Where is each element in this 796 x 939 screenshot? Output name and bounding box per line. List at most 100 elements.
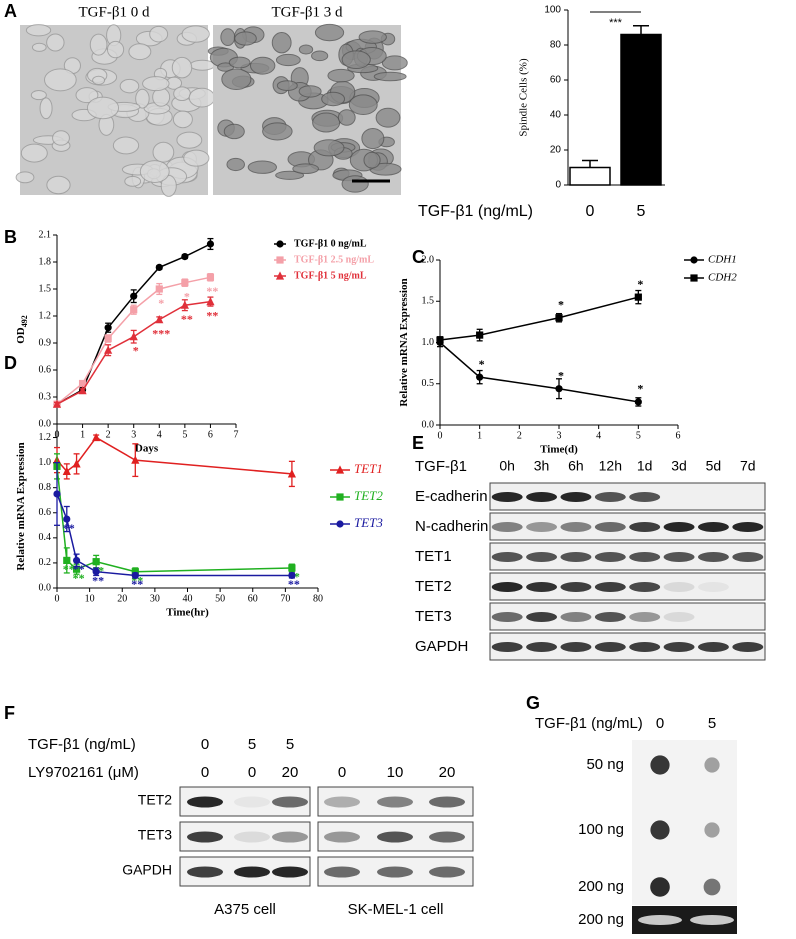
panel-label: D	[4, 353, 17, 373]
marker	[131, 568, 139, 576]
band	[491, 522, 523, 532]
cell-outline	[181, 25, 210, 43]
significance: **	[288, 577, 300, 591]
legend-label: TGF-β1 0 ng/mL	[294, 238, 367, 249]
significance: *	[184, 289, 190, 303]
row-label: TET2	[138, 792, 172, 808]
x-tick-label: 20	[117, 593, 127, 604]
legend-marker	[275, 271, 285, 280]
treatment-level: 0	[201, 764, 209, 781]
series-line	[439, 341, 639, 403]
row-label: TET3	[138, 827, 172, 843]
cell-outline	[39, 97, 53, 120]
band	[697, 522, 729, 532]
y-tick-label: 1.5	[422, 296, 435, 307]
treatment-label: TGF-β1 (ng/mL)	[28, 736, 136, 753]
marker	[181, 279, 189, 287]
cell-line-label: A375 cell	[214, 901, 276, 918]
marker	[131, 455, 140, 464]
band	[594, 522, 626, 532]
x-tick-label: 5	[636, 430, 641, 441]
band	[732, 522, 764, 532]
y-tick-label: 0.0	[39, 582, 52, 593]
cell-outline	[75, 87, 99, 104]
marker	[181, 253, 189, 261]
marker	[634, 293, 642, 301]
marker	[155, 315, 164, 324]
band	[491, 582, 523, 592]
cell-outline	[298, 85, 322, 98]
band	[594, 582, 626, 592]
y-tick-label: 0.5	[422, 378, 435, 389]
significance: *	[133, 343, 139, 357]
marker	[131, 571, 139, 580]
row-label: N-cadherin	[415, 518, 488, 535]
row-label: 100 ng	[578, 821, 624, 838]
legend-marker	[336, 520, 344, 528]
cell-outline	[44, 68, 77, 92]
x-tick-label: 6	[208, 429, 213, 440]
band	[663, 582, 695, 592]
marker	[52, 399, 62, 408]
marker	[129, 332, 138, 341]
row-label: GAPDH	[122, 862, 172, 878]
marker	[92, 558, 100, 566]
band	[491, 492, 523, 502]
band	[272, 796, 308, 808]
marker	[72, 459, 81, 468]
cell-outline	[119, 78, 140, 94]
cell-outline	[358, 30, 387, 44]
band	[732, 642, 764, 652]
cell-outline	[139, 160, 170, 183]
y-tick-label: 2.1	[39, 229, 52, 240]
legend-label: CDH2	[708, 272, 737, 284]
y-tick-label: 0.4	[39, 532, 52, 543]
x-tick-label: 4	[596, 430, 601, 441]
cell-outline	[275, 53, 301, 67]
band	[526, 642, 558, 652]
treatment-label: LY9702161 (μM)	[28, 764, 139, 781]
band	[377, 831, 413, 843]
cell-outline	[298, 44, 314, 55]
y-tick-label: 0.2	[39, 557, 52, 568]
cell-outline	[221, 68, 252, 91]
legend-marker	[690, 256, 698, 264]
legend-label: TGF-β1 5 ng/mL	[294, 270, 367, 281]
x-axis-label: Days	[135, 443, 159, 455]
legend-marker	[690, 274, 698, 282]
band	[429, 866, 465, 878]
treatment-level: 20	[282, 764, 299, 781]
marker	[476, 331, 484, 339]
series-line	[439, 296, 639, 341]
marker	[436, 336, 444, 344]
band	[698, 492, 729, 502]
x-tick-label: 2	[106, 429, 111, 440]
cell-outline	[341, 175, 369, 193]
cell-outline	[271, 31, 292, 54]
band	[491, 612, 523, 622]
band	[377, 866, 413, 878]
y-axis-label: Relative mRNA Expression	[398, 278, 410, 406]
band	[732, 612, 763, 622]
x-tick-label: 30	[150, 593, 160, 604]
band	[664, 492, 695, 502]
band	[663, 612, 695, 622]
band	[491, 642, 523, 652]
band	[732, 492, 763, 502]
marker	[288, 564, 296, 572]
marker	[287, 469, 296, 478]
y-tick-label: 0.6	[39, 507, 52, 518]
y-axis-label: OD492	[15, 315, 29, 344]
cell-outline	[52, 130, 70, 146]
x-tick-label: 70	[280, 593, 290, 604]
treatment-level: 0	[338, 764, 346, 781]
marker	[288, 571, 296, 580]
x-tick-label: 60	[248, 593, 258, 604]
legend-marker	[336, 493, 344, 501]
cell-outline	[176, 131, 203, 149]
band	[377, 796, 413, 808]
cell-outline	[30, 90, 47, 101]
band	[629, 612, 661, 622]
band	[594, 552, 626, 562]
